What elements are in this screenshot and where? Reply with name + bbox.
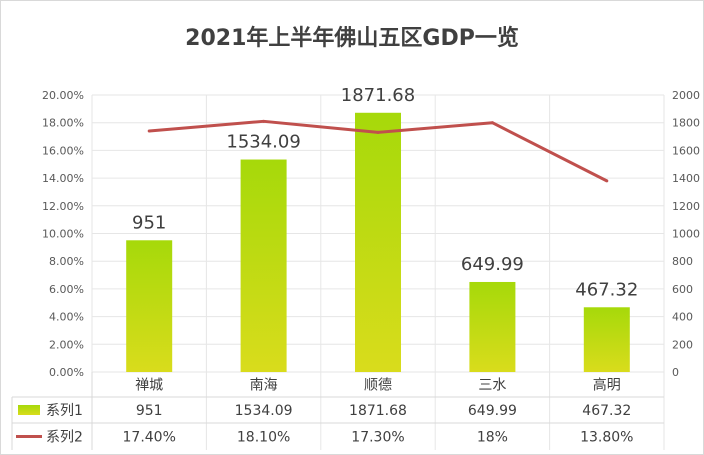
left-axis: 0.00% 2.00% 4.00% 6.00% 8.00% 10.00% 12.00% 14.… [42,89,84,379]
table-cell-series1: 467.32 [582,403,631,419]
legend-label-series2: 系列2 [46,430,83,446]
table-cell-series2: 18% [477,430,508,446]
bar [126,240,173,372]
table-cell-series1: 1871.68 [349,403,407,419]
right-axis-tick-label: 600 [672,283,693,296]
table-cell-series2: 13.80% [580,430,633,446]
right-axis-tick-label: 0 [672,366,679,379]
right-axis-tick-label: 400 [672,311,693,324]
right-axis-tick-label: 200 [672,338,693,351]
chart-title: 2021年上半年佛山五区GDP一览 [185,26,519,51]
bar-data-label: 649.99 [461,254,524,275]
category-label: 顺德 [364,378,392,394]
line-point [490,121,494,125]
line-point [262,119,266,123]
left-axis-tick-label: 4.00% [49,311,84,324]
left-axis-tick-label: 2.00% [49,338,84,351]
category-label: 三水 [478,378,506,394]
bar-series: 951 1534.09 1871.68 649.99 467.32 [126,85,638,372]
table-cell-series1: 649.99 [468,403,517,419]
legend-key-series1 [18,405,40,415]
left-axis-tick-label: 18.00% [42,117,84,130]
table-cell-series1: 1534.09 [235,403,293,419]
table-cell-series1: 951 [136,403,163,419]
legend-label-series1: 系列1 [46,403,83,419]
left-axis-tick-label: 14.00% [42,172,84,185]
right-axis-tick-label: 1400 [672,172,700,185]
bar-data-label: 951 [132,212,166,233]
left-axis-tick-label: 16.00% [42,144,84,157]
right-axis-tick-label: 2000 [672,89,700,102]
table-cell-series2: 18.10% [237,430,290,446]
right-axis-tick-label: 1600 [672,144,700,157]
left-axis-tick-label: 12.00% [42,200,84,213]
category-label: 高明 [593,377,621,394]
bar-data-label: 1534.09 [226,132,300,153]
right-axis-tick-label: 1000 [672,228,700,241]
line-point [147,129,151,133]
table-cell-series2: 17.40% [123,430,176,446]
table-cell-series2: 17.30% [351,430,404,446]
right-axis-tick-label: 1200 [672,200,700,213]
data-table: 禅城 951 17.40% 南海 1534.09 18.10% 顺德 1871.68 17.30… [11,372,664,450]
bar [240,159,287,372]
line-point [376,130,380,134]
left-axis-tick-label: 8.00% [49,255,84,268]
line-series [147,119,609,183]
left-axis-tick-label: 0.00% [49,366,84,379]
left-axis-tick-label: 6.00% [49,283,84,296]
bar-data-label: 1871.68 [341,85,415,106]
bar [355,112,401,372]
left-axis-tick-label: 20.00% [42,89,84,102]
right-axis-tick-label: 800 [672,255,693,268]
bar [583,307,630,372]
left-axis-tick-label: 10.00% [42,228,84,241]
bar [469,281,516,372]
right-axis-tick-label: 1800 [672,117,700,130]
category-label: 禅城 [135,378,163,394]
right-axis: 0 200 400 600 800 1000 1200 1400 1600 1800 2000 [672,89,700,379]
line-point [605,179,609,183]
bar-data-label: 467.32 [575,279,638,300]
category-label: 南海 [250,378,278,394]
